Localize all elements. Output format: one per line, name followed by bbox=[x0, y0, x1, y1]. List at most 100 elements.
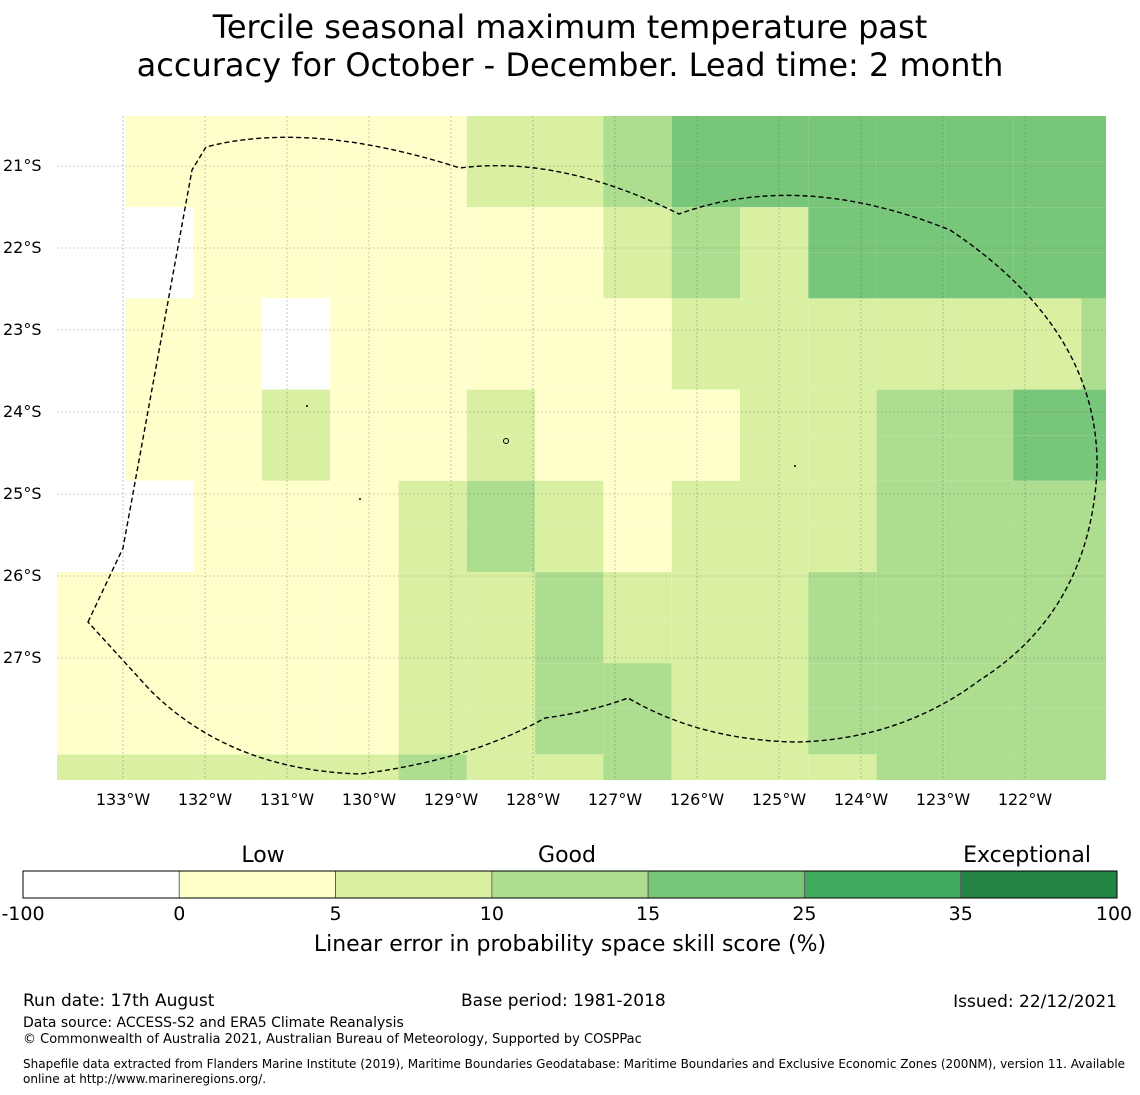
grid-cell bbox=[808, 161, 877, 208]
grid-cell bbox=[944, 161, 1014, 208]
grid-cell bbox=[603, 435, 672, 481]
island-marker bbox=[306, 405, 308, 407]
grid-cell bbox=[808, 298, 877, 344]
grid-cell bbox=[1081, 344, 1106, 390]
grid-cell bbox=[330, 116, 399, 162]
grid-cell bbox=[1081, 526, 1106, 572]
latitude-label: 27°S bbox=[3, 648, 42, 667]
colorbar-segment bbox=[804, 870, 962, 899]
grid-cell bbox=[671, 207, 740, 253]
grid-cell bbox=[398, 389, 467, 436]
grid-cell bbox=[671, 161, 740, 208]
grid-cell bbox=[398, 617, 467, 664]
grid-cell bbox=[535, 161, 604, 208]
grid-cell bbox=[808, 526, 877, 572]
grid-cell bbox=[535, 708, 604, 755]
grid-cell bbox=[876, 708, 945, 755]
issued-date: Issued: 22/12/2021 bbox=[953, 992, 1117, 1012]
grid-cell bbox=[876, 572, 945, 618]
grid-cell bbox=[466, 116, 536, 162]
grid-cell bbox=[671, 252, 740, 299]
grid-cell bbox=[740, 116, 809, 162]
grid-cell bbox=[1013, 298, 1082, 344]
grid-cell bbox=[808, 754, 877, 780]
grid-cell bbox=[261, 435, 331, 481]
grid-cell bbox=[125, 435, 194, 481]
colorbar-category-label: Low bbox=[241, 843, 285, 868]
grid-cell bbox=[398, 663, 467, 709]
grid-cell bbox=[193, 207, 262, 253]
grid-cell bbox=[740, 252, 809, 299]
grid-cell bbox=[1081, 617, 1106, 664]
grid-cell bbox=[876, 617, 945, 664]
latitude-label: 21°S bbox=[3, 156, 42, 175]
skill-grid bbox=[57, 116, 1106, 780]
grid-cell bbox=[466, 526, 536, 572]
grid-cell bbox=[57, 435, 126, 481]
grid-cell bbox=[944, 617, 1014, 664]
grid-cell bbox=[876, 252, 945, 299]
grid-cell bbox=[193, 480, 262, 527]
grid-cell bbox=[125, 708, 194, 755]
grid-cell bbox=[330, 252, 399, 299]
grid-cell bbox=[261, 161, 331, 208]
grid-cell bbox=[193, 663, 262, 709]
grid-cell bbox=[603, 617, 672, 664]
colorbar-category-label: Good bbox=[538, 843, 596, 868]
grid-cell bbox=[398, 252, 467, 299]
grid-cell bbox=[1013, 617, 1082, 664]
grid-cell bbox=[876, 161, 945, 208]
grid-cell bbox=[330, 344, 399, 390]
shapefile-credit-line-2: online at http://www.marineregions.org/. bbox=[23, 1072, 267, 1086]
grid-cell bbox=[193, 344, 262, 390]
grid-cell bbox=[466, 389, 536, 436]
grid-cell bbox=[1013, 526, 1082, 572]
grid-cell bbox=[1013, 252, 1082, 299]
grid-cell bbox=[1081, 708, 1106, 755]
grid-cell bbox=[1081, 663, 1106, 709]
grid-cell bbox=[944, 708, 1014, 755]
grid-cell bbox=[876, 754, 945, 780]
grid-cell bbox=[261, 207, 331, 253]
grid-cell bbox=[1081, 298, 1106, 344]
grid-cell bbox=[466, 435, 536, 481]
grid-cell bbox=[671, 617, 740, 664]
colorbar-tick-label: -100 bbox=[1, 903, 45, 925]
latitude-label: 25°S bbox=[3, 484, 42, 503]
grid-cell bbox=[603, 389, 672, 436]
grid-cell bbox=[1013, 116, 1082, 162]
grid-cell bbox=[261, 480, 331, 527]
grid-cell bbox=[671, 389, 740, 436]
grid-cell bbox=[1013, 572, 1082, 618]
colorbar-tick-label: 25 bbox=[792, 903, 817, 925]
longitude-label: 124°W bbox=[833, 790, 889, 809]
longitude-label: 133°W bbox=[95, 790, 151, 809]
grid-cell bbox=[808, 617, 877, 664]
grid-cell bbox=[603, 116, 672, 162]
grid-cell bbox=[398, 161, 467, 208]
grid-cell bbox=[944, 526, 1014, 572]
colorbar-tick-label: 10 bbox=[479, 903, 504, 925]
colorbar-segment bbox=[335, 870, 493, 899]
grid-cell bbox=[876, 298, 945, 344]
grid-cell bbox=[876, 389, 945, 436]
shapefile-credit-line-1: Shapefile data extracted from Flanders M… bbox=[23, 1057, 1126, 1071]
grid-cell bbox=[398, 708, 467, 755]
grid-cell bbox=[398, 435, 467, 481]
grid-cell bbox=[944, 252, 1014, 299]
grid-cell bbox=[876, 344, 945, 390]
grid-cell bbox=[808, 344, 877, 390]
grid-cell bbox=[944, 344, 1014, 390]
grid-cell bbox=[330, 161, 399, 208]
grid-cell bbox=[944, 572, 1014, 618]
grid-cell bbox=[466, 298, 536, 344]
grid-cell bbox=[944, 389, 1014, 436]
grid-cell bbox=[671, 116, 740, 162]
grid-cell bbox=[603, 480, 672, 527]
longitude-label: 131°W bbox=[259, 790, 315, 809]
grid-cell bbox=[1013, 435, 1082, 481]
grid-cell bbox=[57, 754, 126, 780]
grid-cell bbox=[1081, 252, 1106, 299]
grid-cell bbox=[671, 435, 740, 481]
